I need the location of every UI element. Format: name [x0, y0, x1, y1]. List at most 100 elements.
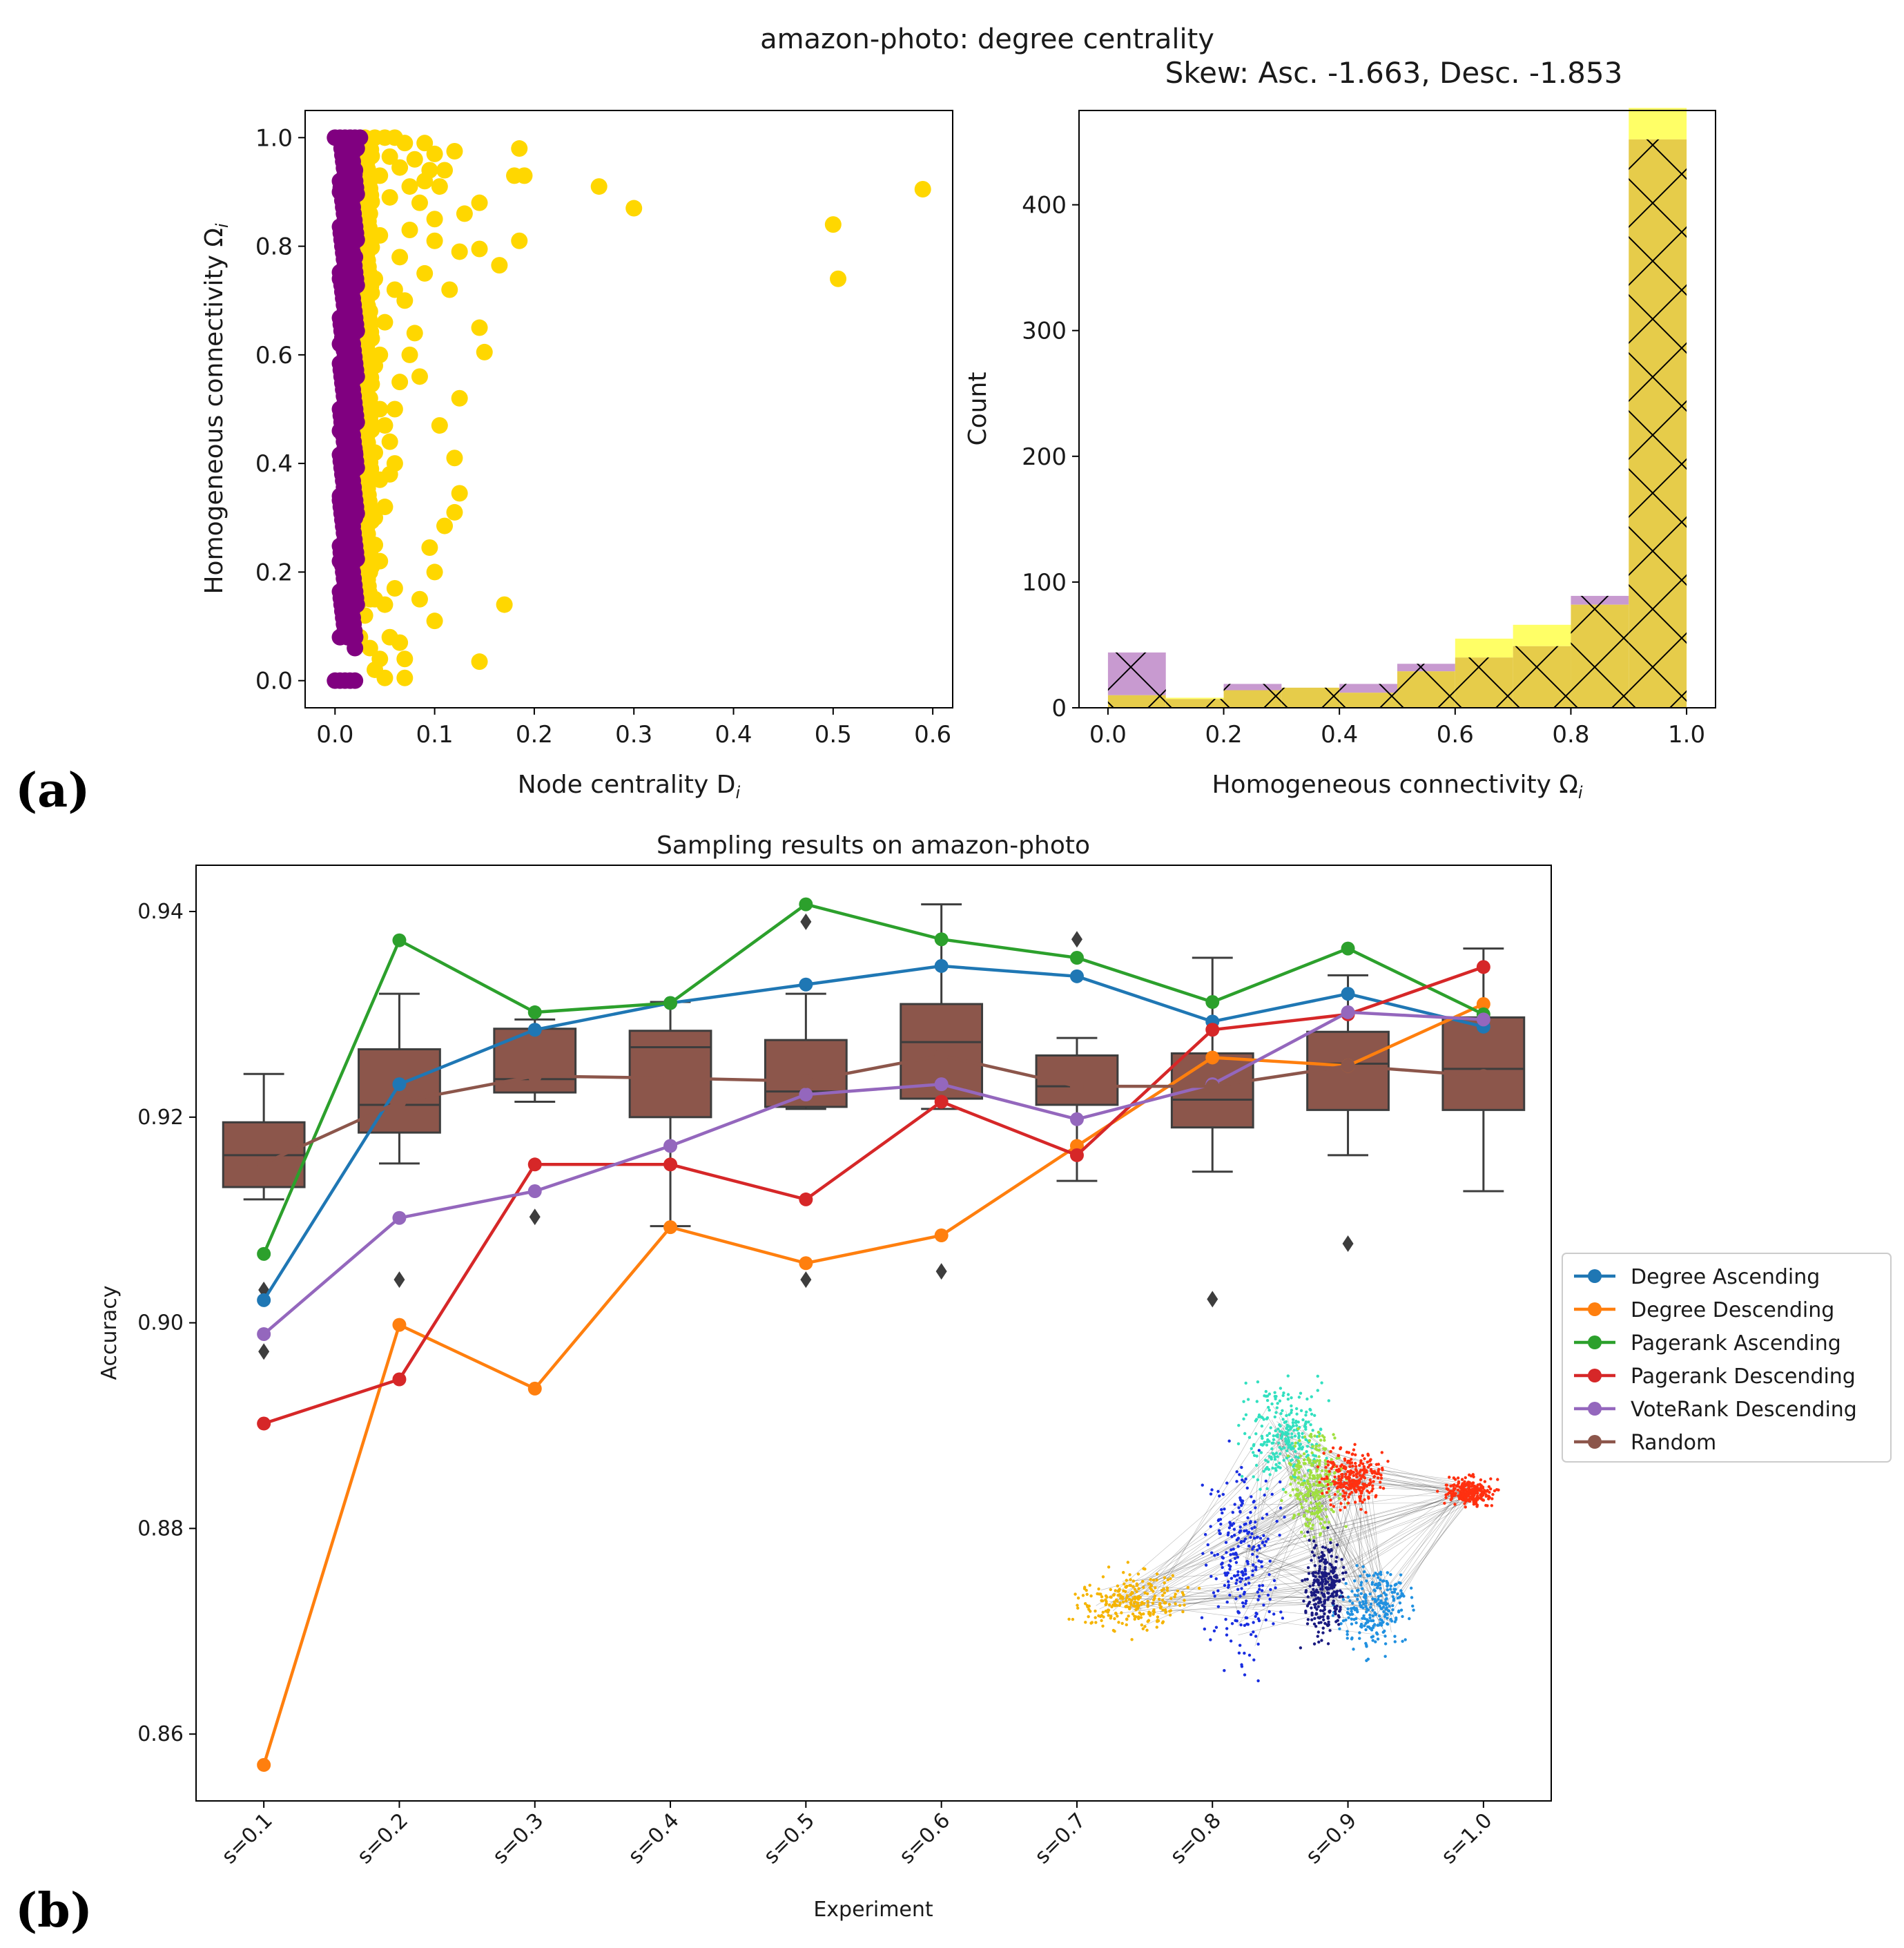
histogram-frame [1078, 110, 1716, 708]
network-edge [1141, 1490, 1462, 1627]
network-edge [1347, 1478, 1386, 1612]
network-node [1315, 1480, 1319, 1483]
network-node [1372, 1574, 1376, 1577]
network-node [1359, 1592, 1363, 1595]
network-node [1287, 1429, 1290, 1432]
network-node [1237, 1506, 1241, 1510]
network-node [1347, 1616, 1350, 1619]
network-node [1366, 1460, 1370, 1464]
histogram-x-tick-label: 1.0 [1668, 721, 1705, 749]
network-node [1296, 1431, 1301, 1435]
network-node [1339, 1508, 1342, 1512]
network-node [1323, 1582, 1328, 1585]
scatter-point [426, 145, 443, 162]
network-node [1094, 1609, 1097, 1613]
network-node [1316, 1389, 1319, 1392]
network-node [1319, 1600, 1323, 1604]
network-node [1247, 1436, 1252, 1439]
histogram-bar-ascending-hatch [1223, 684, 1282, 708]
boxplot-outlier [800, 1271, 812, 1289]
network-node [1302, 1458, 1306, 1462]
network-edge [1233, 1490, 1479, 1556]
network-node [1489, 1477, 1493, 1481]
network-node [1142, 1585, 1145, 1590]
sampling-y-tick-label: 0.90 [137, 1311, 184, 1335]
network-node [1304, 1438, 1308, 1442]
network-node [1243, 1623, 1247, 1627]
scatter-point [471, 240, 488, 258]
network-node [1109, 1588, 1112, 1592]
network-node [1368, 1463, 1372, 1467]
network-node [1326, 1548, 1330, 1552]
network-node [1391, 1604, 1395, 1608]
scatter-point [391, 374, 409, 391]
network-node [1174, 1602, 1177, 1605]
scatter-point [371, 226, 389, 244]
network-node [1262, 1418, 1265, 1421]
network-node [1321, 1434, 1324, 1438]
network-node [1290, 1408, 1294, 1412]
network-node [1120, 1621, 1124, 1626]
scatter-point [436, 517, 454, 534]
network-node [1105, 1595, 1109, 1599]
network-node [1272, 1434, 1276, 1438]
network-node [1383, 1655, 1387, 1658]
scatter-point [416, 135, 434, 152]
scatter-x-tick-label: 0.6 [914, 721, 951, 749]
scatter-point [431, 417, 448, 434]
network-node [1362, 1486, 1366, 1489]
network-node [1352, 1474, 1355, 1478]
network-node [1393, 1640, 1397, 1643]
network-node [1317, 1572, 1320, 1575]
network-node [1213, 1554, 1216, 1557]
network-node [1141, 1627, 1145, 1630]
network-node [1332, 1483, 1337, 1486]
scatter-point [381, 433, 398, 450]
network-node [1352, 1448, 1356, 1452]
network-node [1319, 1495, 1323, 1498]
network-node [1344, 1582, 1348, 1585]
network-node [1143, 1625, 1147, 1628]
series-point [257, 1156, 271, 1170]
network-node [1302, 1514, 1306, 1518]
network-node [1290, 1477, 1294, 1481]
network-edge [1343, 1480, 1375, 1608]
network-node [1125, 1617, 1129, 1621]
sampling-x-tick-label: s=0.5 [759, 1809, 819, 1869]
network-node [1323, 1565, 1327, 1569]
network-node [1330, 1458, 1333, 1461]
network-node [1314, 1612, 1318, 1615]
network-node [1342, 1565, 1346, 1569]
network-node [1369, 1458, 1372, 1461]
network-node [1265, 1416, 1270, 1420]
network-edge [1147, 1481, 1363, 1608]
network-node [1289, 1494, 1292, 1497]
network-node [1266, 1537, 1270, 1541]
network-node [1314, 1588, 1319, 1592]
network-edge [1159, 1476, 1361, 1605]
histogram-bar-ascending-hatch [1513, 646, 1571, 708]
network-node [1200, 1616, 1204, 1619]
network-node [1323, 1570, 1327, 1574]
network-node [1385, 1606, 1388, 1610]
network-node [1308, 1461, 1311, 1465]
network-node [1285, 1414, 1288, 1418]
series-point [527, 1069, 542, 1083]
network-node [1303, 1534, 1307, 1538]
network-node [1306, 1618, 1310, 1621]
network-node [1256, 1380, 1260, 1384]
network-node [1312, 1453, 1315, 1457]
network-node [1377, 1467, 1381, 1472]
network-node [1403, 1638, 1407, 1641]
network-node [1252, 1454, 1256, 1458]
network-node [1327, 1592, 1330, 1595]
network-node [1326, 1617, 1330, 1620]
network-node [1379, 1572, 1383, 1576]
network-node [1382, 1610, 1386, 1614]
scatter-point [367, 444, 384, 461]
network-node [1335, 1579, 1339, 1583]
network-node [1443, 1501, 1446, 1505]
network-node [1475, 1496, 1478, 1500]
network-node [1383, 1629, 1386, 1633]
network-node [1337, 1474, 1341, 1478]
